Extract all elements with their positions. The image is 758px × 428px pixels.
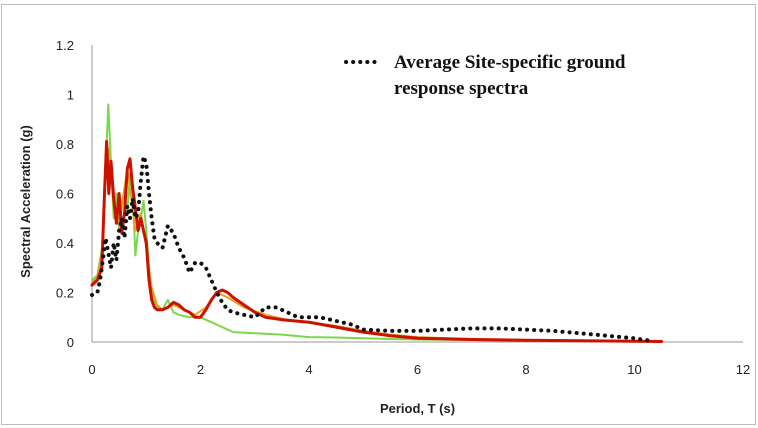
y-tick-label: 1.2 [56, 38, 74, 53]
series-line-average-dotted [90, 154, 653, 343]
chart-frame: 0 2 4 6 8 10 12 0 0.2 0.4 0.6 0.8 1 1.2 Period, T (s… [1, 4, 756, 425]
x-tick-label: 2 [197, 362, 204, 377]
x-axis-title: Period, T (s) [380, 401, 455, 416]
y-tick-label: 0.4 [56, 236, 74, 251]
x-tick-labels: 0 2 4 6 8 10 12 [88, 362, 750, 377]
legend-label-line-2: response spectra [394, 78, 529, 99]
y-tick-label: 1 [67, 88, 74, 103]
series-layer [90, 103, 664, 343]
y-axis-title: Spectral Acceleration (g) [18, 125, 33, 278]
series-line-0 [91, 103, 658, 343]
legend: Average Site-specific ground response sp… [344, 52, 626, 99]
x-tick-label: 8 [522, 362, 529, 377]
y-tick-labels: 0 0.2 0.4 0.6 0.8 1 1.2 [56, 38, 74, 350]
x-tick-label: 6 [414, 362, 421, 377]
legend-label-line-1: Average Site-specific ground [394, 52, 626, 73]
x-tick-label: 0 [88, 362, 95, 377]
series-line-2 [90, 140, 664, 343]
spectra-chart: 0 2 4 6 8 10 12 0 0.2 0.4 0.6 0.8 1 1.2 Period, T (s… [18, 38, 750, 416]
x-tick-label: 12 [736, 362, 750, 377]
y-tick-label: 0 [67, 335, 74, 350]
x-tick-label: 10 [627, 362, 641, 377]
y-tick-label: 0.6 [56, 187, 74, 202]
x-tick-label: 4 [305, 362, 312, 377]
y-tick-label: 0.2 [56, 286, 74, 301]
y-tick-label: 0.8 [56, 137, 74, 152]
